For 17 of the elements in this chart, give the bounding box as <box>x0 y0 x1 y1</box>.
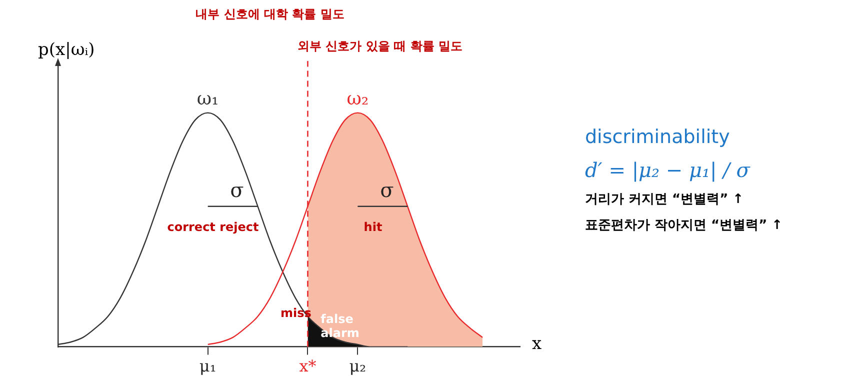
annotation: hit <box>364 220 382 234</box>
annotation: σ <box>230 178 244 202</box>
y-axis-title: p(x|ωᵢ) <box>38 40 95 60</box>
annotation: correct reject <box>167 220 259 234</box>
x-axis-title: x <box>532 334 542 354</box>
text: discriminability <box>585 126 731 148</box>
x-tick-label: μ₁ <box>199 356 216 376</box>
series-label: ω₁ <box>196 88 219 110</box>
series-label: ω₂ <box>346 88 369 110</box>
annotation: σ <box>380 178 394 202</box>
chart-title: 내부 신호에 대학 확률 밀도 <box>194 6 346 23</box>
text: d′ = |μ₂ − μ₁| / σ <box>585 158 752 182</box>
chart-subtitle: 외부 신호가 있을 때 확률 밀도 <box>296 38 464 55</box>
x-tick-label: μ₂ <box>349 356 366 376</box>
x-tick-label: x* <box>299 356 316 376</box>
text: 거리가 커지면 “변별력” ↑ <box>585 191 745 208</box>
text: 표준편차가 작아지면 “변별력” ↑ <box>585 217 784 234</box>
